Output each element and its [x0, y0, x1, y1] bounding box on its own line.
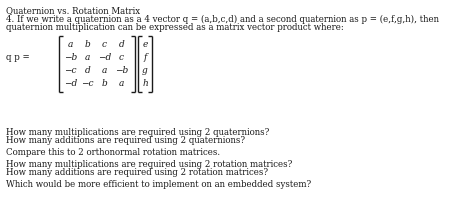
- Text: quaternion multiplication can be expressed as a matrix vector product where:: quaternion multiplication can be express…: [6, 23, 344, 32]
- Text: a: a: [68, 40, 73, 49]
- Text: How many multiplications are required using 2 quaternions?: How many multiplications are required us…: [6, 128, 269, 137]
- Text: How many multiplications are required using 2 rotation matrices?: How many multiplications are required us…: [6, 160, 292, 169]
- Text: How many additions are required using 2 quaternions?: How many additions are required using 2 …: [6, 136, 245, 145]
- Text: −d: −d: [98, 53, 111, 62]
- Text: Quaternion vs. Rotation Matrix: Quaternion vs. Rotation Matrix: [6, 6, 140, 15]
- Text: e: e: [142, 40, 148, 49]
- Text: a: a: [102, 66, 107, 75]
- Text: h: h: [142, 79, 148, 88]
- Text: −b: −b: [64, 53, 77, 62]
- Text: f: f: [143, 53, 146, 62]
- Text: b: b: [85, 40, 91, 49]
- Text: −b: −b: [115, 66, 128, 75]
- Text: −c: −c: [64, 66, 77, 75]
- Text: b: b: [101, 79, 108, 88]
- Text: a: a: [119, 79, 124, 88]
- Text: q p =: q p =: [6, 53, 30, 62]
- Text: c: c: [119, 53, 124, 62]
- Text: −d: −d: [64, 79, 77, 88]
- Text: Which would be more efficient to implement on an embedded system?: Which would be more efficient to impleme…: [6, 180, 311, 189]
- Text: −c: −c: [81, 79, 94, 88]
- Text: d: d: [118, 40, 124, 49]
- Text: a: a: [85, 53, 90, 62]
- Text: d: d: [85, 66, 91, 75]
- Text: How many additions are required using 2 rotation matrices?: How many additions are required using 2 …: [6, 168, 268, 177]
- Text: g: g: [142, 66, 148, 75]
- Text: 4. If we write a quaternion as a 4 vector q = (a,b,c,d) and a second quaternion : 4. If we write a quaternion as a 4 vecto…: [6, 15, 439, 24]
- Text: c: c: [102, 40, 107, 49]
- Text: Compare this to 2 orthonormal rotation matrices.: Compare this to 2 orthonormal rotation m…: [6, 148, 220, 157]
